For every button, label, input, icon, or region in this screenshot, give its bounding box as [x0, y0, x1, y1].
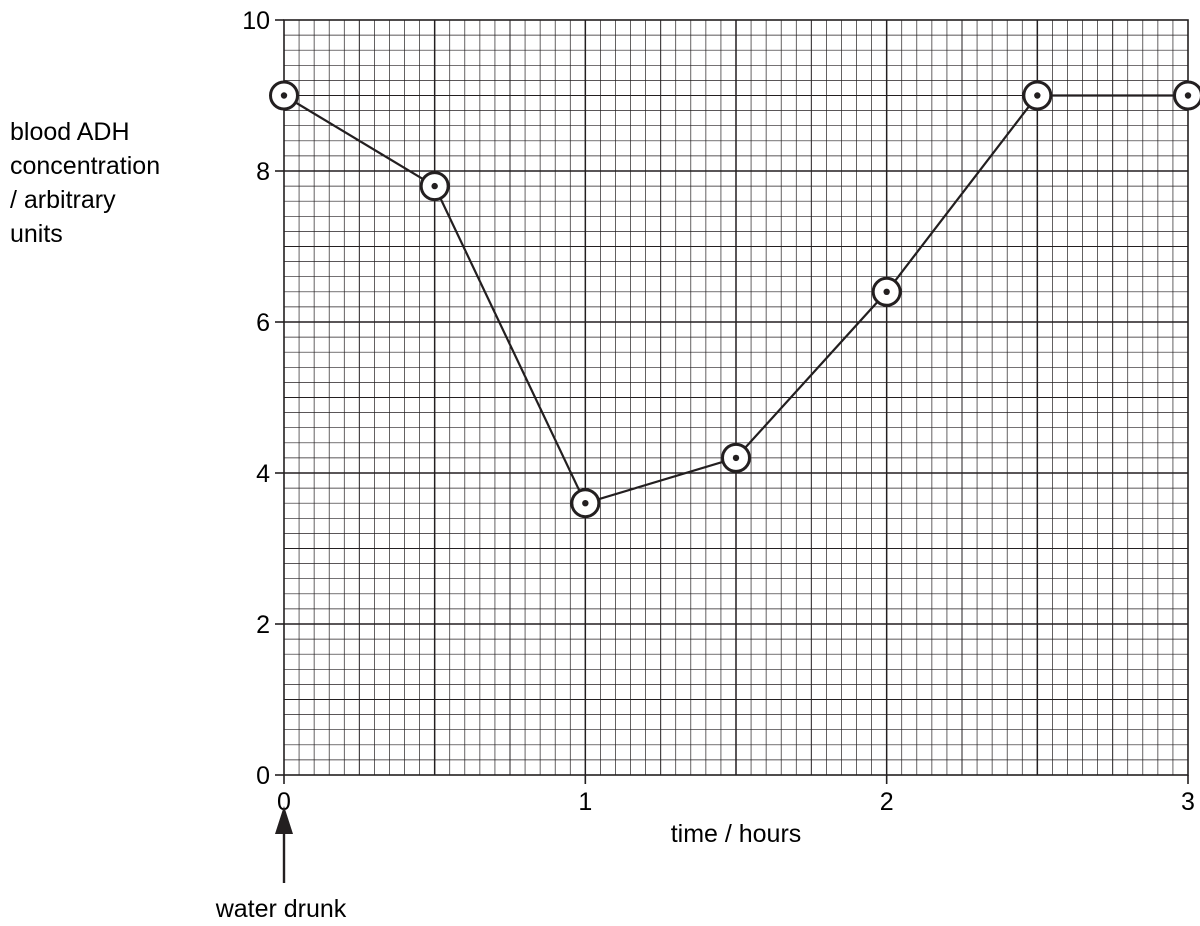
y-tick-label: 4: [256, 460, 270, 488]
data-point-dot: [1185, 92, 1191, 98]
x-axis-label: time / hours: [671, 820, 802, 848]
y-tick-labels: 0 2 4 6 8 10: [242, 7, 284, 790]
y-tick-label: 2: [256, 611, 270, 639]
x-tick-label: 1: [578, 788, 592, 816]
x-tick-label: 3: [1181, 788, 1195, 816]
y-tick-label: 0: [256, 762, 270, 790]
data-point-dot: [431, 183, 437, 189]
data-point-dot: [883, 289, 889, 295]
y-tick-label: 8: [256, 158, 270, 186]
annotation-text: water drunk: [215, 895, 347, 923]
data-point-dot: [281, 92, 287, 98]
data-point-dot: [1034, 92, 1040, 98]
y-axis-label-line-1: blood ADH: [10, 118, 130, 146]
y-tick-label: 10: [242, 7, 270, 35]
data-point-dot: [733, 455, 739, 461]
water-drunk-annotation: water drunk: [215, 806, 347, 923]
y-axis-label-line-4: units: [10, 220, 63, 248]
y-axis-label-line-3: / arbitrary: [10, 186, 116, 214]
y-tick-label: 6: [256, 309, 270, 337]
data-point-dot: [582, 500, 588, 506]
x-tick-label: 2: [880, 788, 894, 816]
y-axis-label-line-2: concentration: [10, 152, 160, 180]
